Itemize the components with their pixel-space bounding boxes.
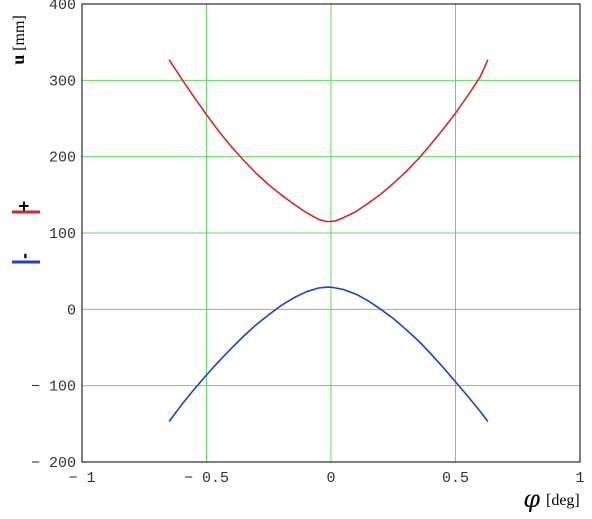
plot-frame [81, 3, 581, 463]
tick-labels: − 200 − 100 0 100 200 300 400 − 1 − 0.5 0 0.5 1 [31, 0, 585, 487]
x-axis-label-symbol: φ [523, 485, 540, 513]
series-layer [168, 59, 489, 422]
y-tick-label: − 200 [31, 455, 76, 472]
y-tick-label: − 100 [31, 379, 76, 396]
y-tick-label: 400 [49, 0, 76, 14]
y-tick-label: 0 [67, 302, 76, 319]
series-line-minus [168, 286, 489, 422]
x-tick-label: − 0.5 [184, 470, 229, 487]
x-tick-label: 0 [326, 470, 335, 487]
grid [82, 4, 580, 462]
x-tick-label: 0.5 [442, 470, 469, 487]
y-axis-label-unit-text: [mm] [11, 15, 28, 51]
series-line-plus [168, 59, 489, 223]
x-axis-label: [deg] [546, 492, 580, 509]
x-tick-label: − 1 [68, 470, 95, 487]
y-axis-label: u [mm] [8, 15, 28, 65]
y-tick-label: 100 [49, 226, 76, 243]
y-tick-label: 200 [49, 150, 76, 167]
y-tick-label: 300 [49, 73, 76, 90]
y-axis-label-symbol: u [8, 55, 28, 65]
x-tick-label: 1 [575, 470, 584, 487]
legend-label: + [14, 201, 34, 212]
legend: +- [12, 201, 40, 264]
legend-label: - [14, 253, 34, 259]
